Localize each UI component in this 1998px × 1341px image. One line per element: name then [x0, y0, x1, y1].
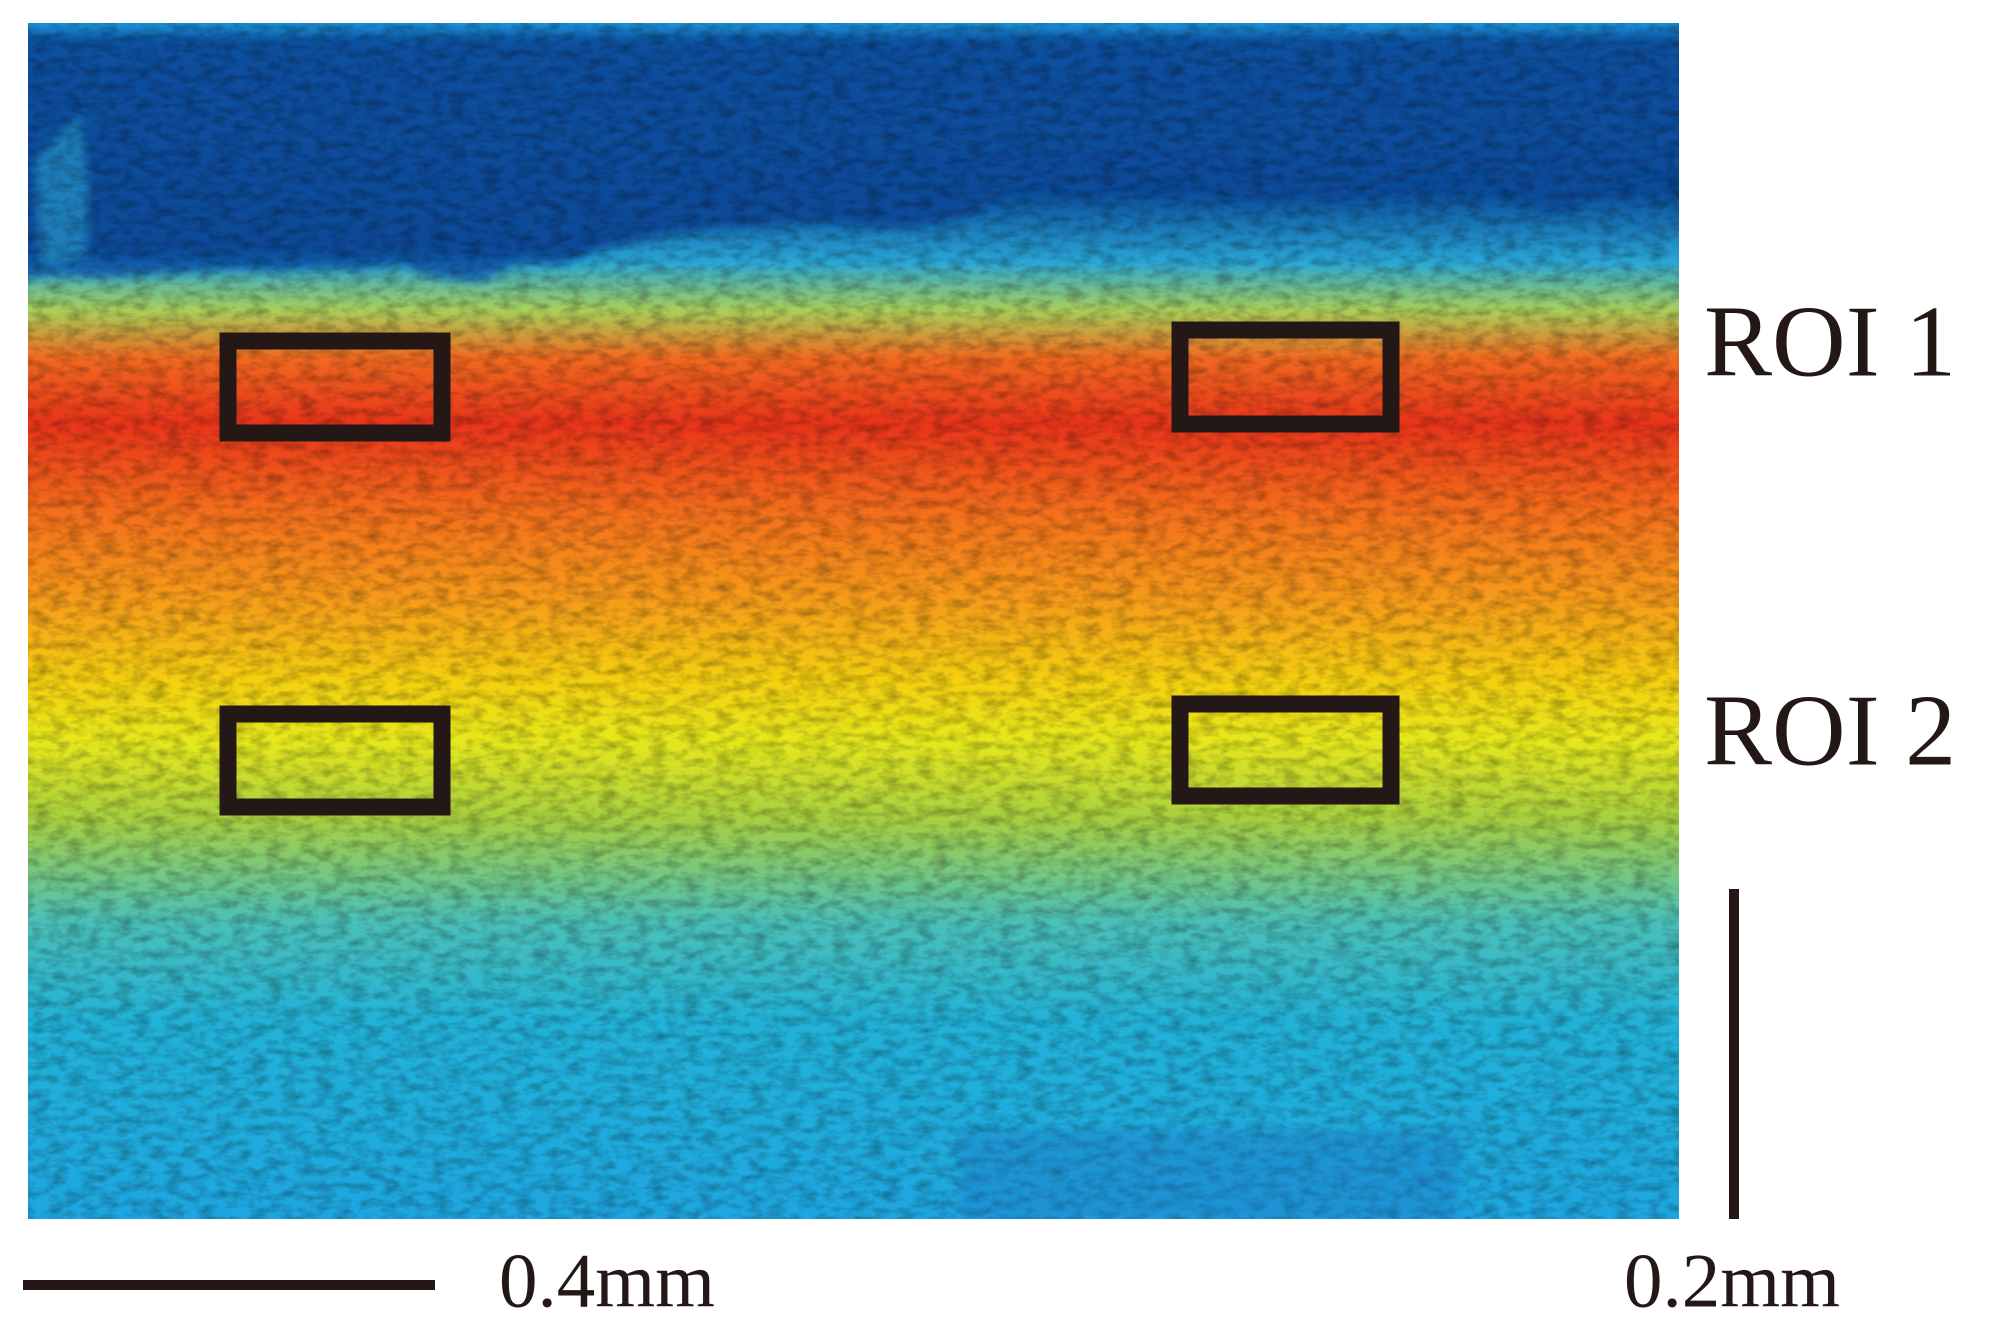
roi-box: [219, 332, 451, 442]
vertical-scale-bar: [1729, 889, 1739, 1219]
roi-label: ROI 2: [1704, 674, 1956, 787]
oct-image: [28, 23, 1679, 1219]
roi-label: ROI 1: [1704, 285, 1956, 398]
roi-box: [219, 705, 451, 816]
horizontal-scale-bar: [23, 1280, 435, 1290]
roi-box: [1171, 321, 1400, 433]
roi-boxes: [219, 321, 1400, 816]
roi-box: [1171, 695, 1400, 805]
scale-label: 0.4mm: [499, 1238, 715, 1324]
scale-label: 0.2mm: [1624, 1238, 1840, 1324]
